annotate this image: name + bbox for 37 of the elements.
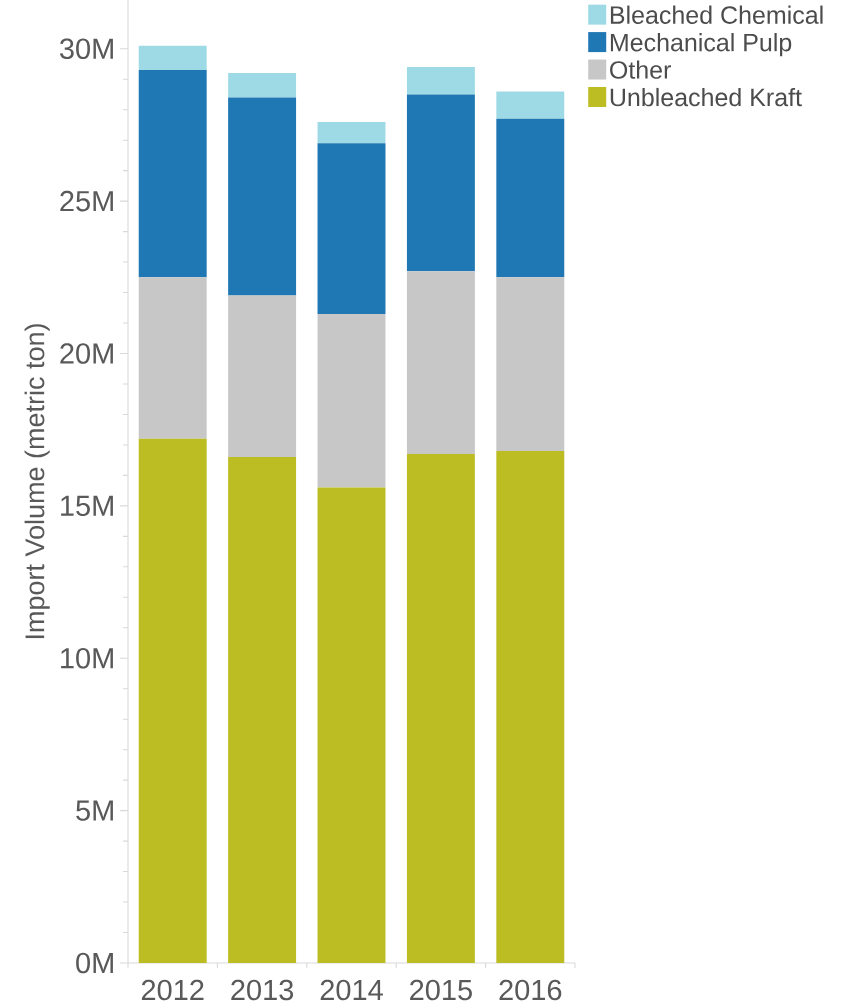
x-tick-label: 2016 (499, 979, 562, 1001)
bar (317, 143, 386, 314)
bar (138, 277, 207, 439)
bar (496, 277, 565, 452)
x-tick-label: 2014 (320, 979, 383, 1001)
bar (228, 73, 297, 98)
y-tick-label: 30M (59, 38, 113, 60)
bar (317, 121, 386, 144)
y-tick-label: 20M (60, 343, 113, 364)
bar (138, 438, 207, 963)
bar (406, 94, 475, 272)
bar (406, 454, 475, 963)
bar (496, 91, 565, 119)
bar (406, 271, 475, 455)
bar (228, 295, 297, 458)
x-tick-label: 2012 (141, 979, 204, 1001)
bar (496, 451, 565, 963)
y-tick-label: 15M (61, 495, 113, 516)
legend-label: Unbleached Kraft (610, 87, 802, 107)
y-tick-label: 5M (76, 800, 113, 821)
bar (317, 313, 386, 488)
bar (317, 487, 386, 963)
y-tick-label: 25M (60, 190, 113, 212)
legend-label: Mechanical Pulp (610, 33, 792, 57)
x-tick-label: 2015 (410, 979, 472, 1001)
legend-label: Bleached Chemical (610, 5, 823, 24)
y-axis-title: Import Volume (metric ton) (24, 324, 50, 639)
y-tick-label: 10M (61, 647, 113, 669)
y-tick-label: 0M (76, 952, 113, 974)
bar (228, 97, 297, 296)
legend-label: Other (610, 60, 671, 79)
bar (228, 457, 297, 963)
x-tick-label: 2013 (231, 979, 294, 1001)
bar (496, 118, 565, 278)
bar (138, 70, 207, 278)
bar (138, 45, 207, 71)
bar (406, 67, 475, 95)
